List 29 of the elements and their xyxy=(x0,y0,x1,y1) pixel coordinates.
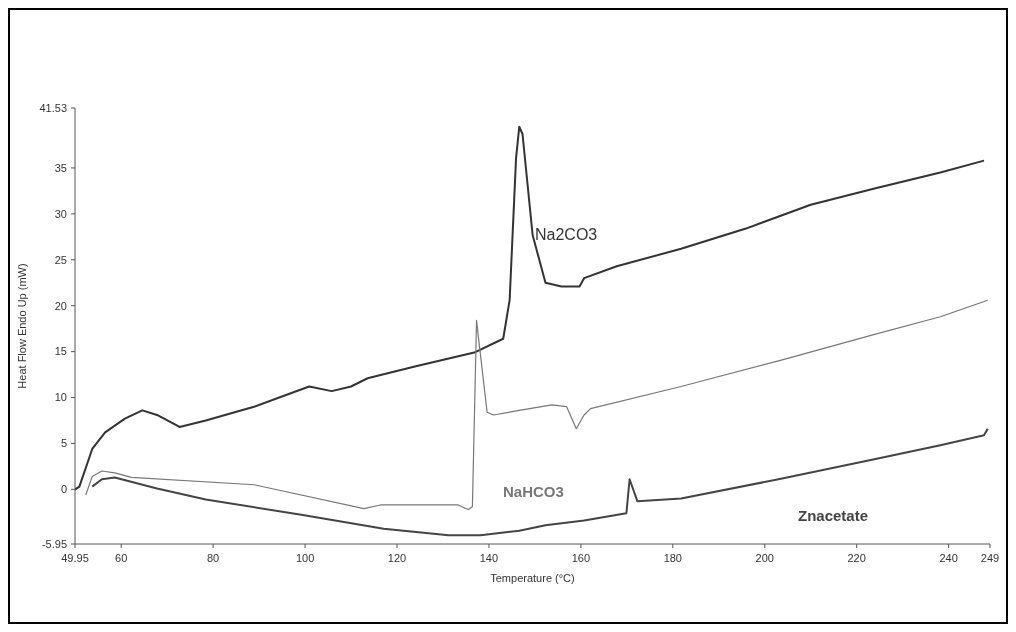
y-tick-label: 5 xyxy=(60,437,67,450)
y-tick-label: 20 xyxy=(54,299,67,312)
x-tick-label: 249 xyxy=(980,552,1000,564)
y-tick-label: 0 xyxy=(60,483,67,496)
x-tick-label: 140 xyxy=(479,552,499,564)
y-axis-title: Heat Flow Endo Up (mW) xyxy=(16,263,28,389)
x-tick-label: 120 xyxy=(387,552,407,564)
y-tick-label: 30 xyxy=(54,207,67,220)
text: Znacetate xyxy=(798,507,869,525)
y-tick-label: -5.95 xyxy=(41,537,67,550)
x-tick-label: 200 xyxy=(755,552,774,564)
line-series xyxy=(85,299,989,511)
y-tick-label: 10 xyxy=(54,391,67,404)
x-tick-label: 220 xyxy=(847,552,866,564)
x-axis-title: Temperature (°C) xyxy=(490,572,575,584)
x-tick-label: 80 xyxy=(207,552,220,564)
series-label: Na2CO3 xyxy=(535,225,598,243)
y-tick-label: 25 xyxy=(54,253,67,266)
x-tick-label: 100 xyxy=(295,552,315,564)
x-tick-label: 60 xyxy=(115,552,128,564)
x-tick-label: 49.95 xyxy=(61,552,89,564)
x-tick-label: 160 xyxy=(571,552,591,564)
y-tick-label: 15 xyxy=(54,345,67,358)
text: NaHCO3 xyxy=(503,483,564,501)
y-tick-label: 41.53 xyxy=(39,101,67,114)
x-tick-label: 180 xyxy=(663,552,682,564)
x-tick-label: 240 xyxy=(939,552,958,564)
y-tick-label: 35 xyxy=(54,161,67,174)
line-series xyxy=(91,427,989,537)
